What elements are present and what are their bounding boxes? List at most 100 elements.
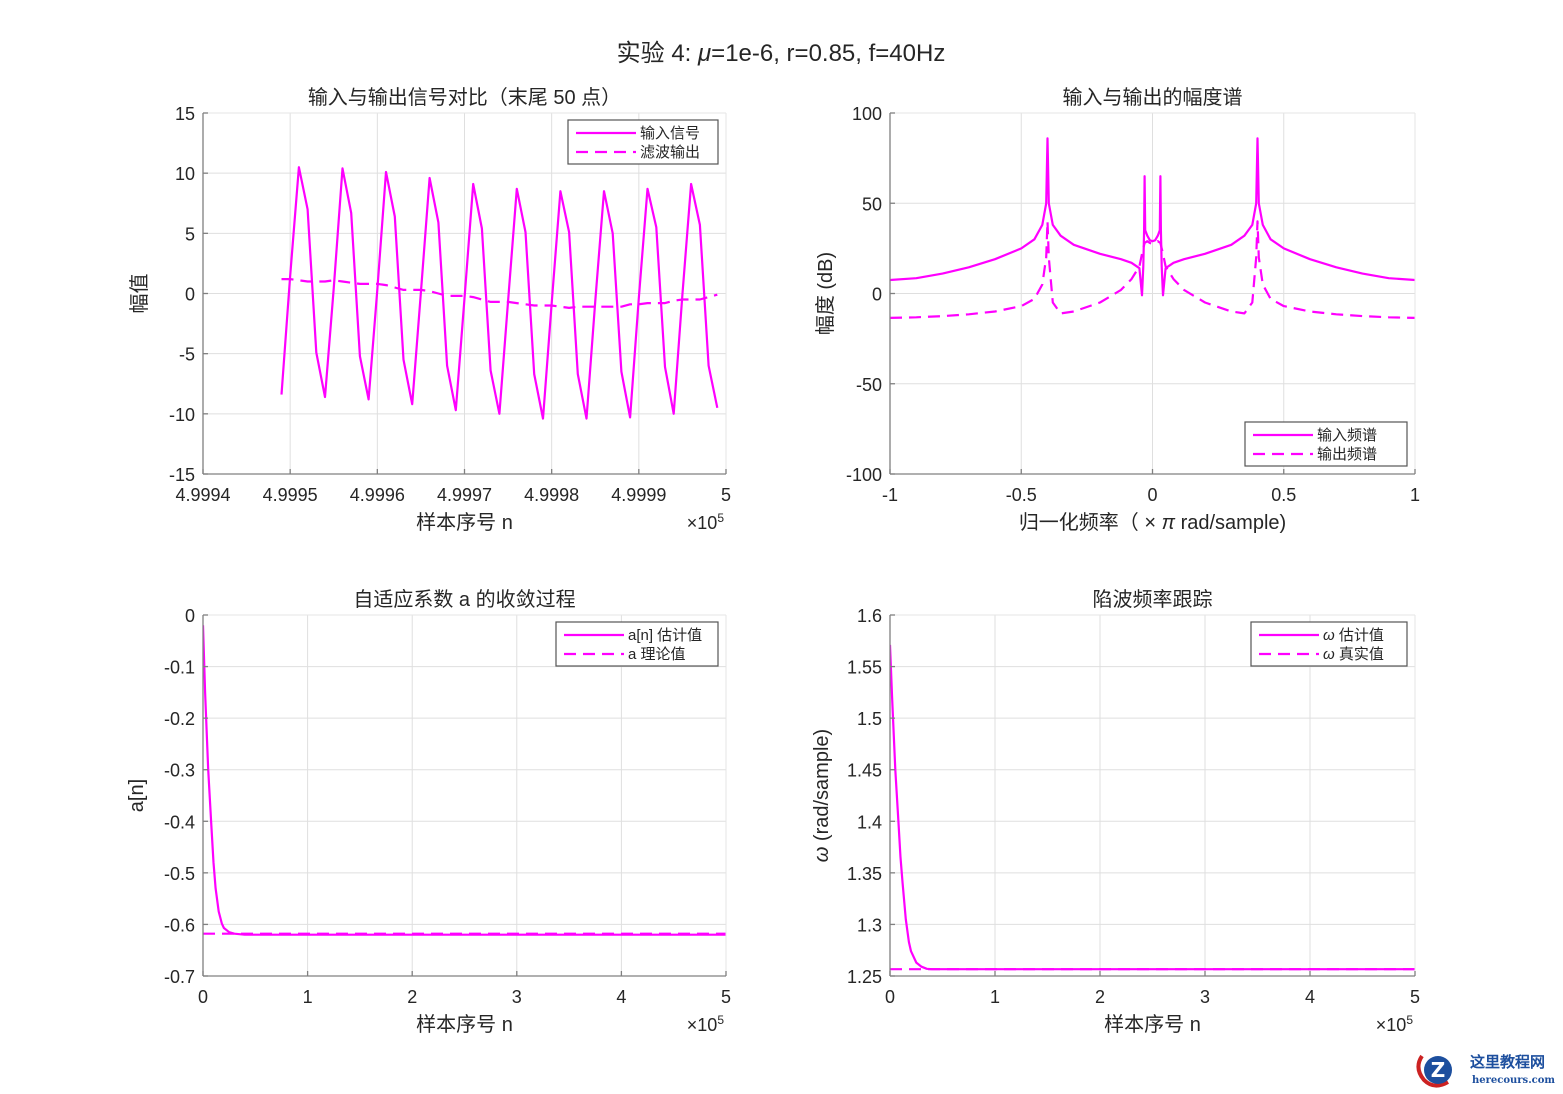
- watermark-en: herecours.com: [1472, 1075, 1555, 1086]
- plot-coef-convergence: 0 1 2 3 4 5 0 -0.1 -0.2 -0.3 -0.4 -0.5 -0.6 -0.7 自适应系数…: [126, 588, 731, 1036]
- svg-text:Z: Z: [1431, 1058, 1446, 1082]
- x-tick-label: 4: [1305, 987, 1315, 1007]
- series-group: [890, 644, 1415, 971]
- y-tick-label: -5: [179, 345, 195, 365]
- x-axis-label: 归一化频率（ × π rad/sample): [1019, 511, 1286, 534]
- x-tick-label: 4.9999: [611, 485, 666, 505]
- plot-title: 输入与输出信号对比（末尾 50 点）: [308, 86, 621, 109]
- x-axis-label: 样本序号 n: [416, 1013, 513, 1036]
- y-tick-label: -0.2: [164, 709, 195, 729]
- x-tick-label: 4.9998: [524, 485, 579, 505]
- x-tick-label: 4: [616, 987, 626, 1007]
- y-tick-label: -50: [856, 375, 882, 395]
- x-tick-label: 2: [1095, 987, 1105, 1007]
- y-tick-label: -0.4: [164, 812, 195, 832]
- plot-title: 自适应系数 a 的收敛过程: [353, 588, 575, 611]
- y-tick-label: -0.7: [164, 967, 195, 987]
- logo-icon: Z: [1416, 1054, 1452, 1088]
- legend-entry: ω 估计值: [1323, 627, 1384, 644]
- legend-entry: 输入信号: [640, 125, 700, 142]
- series-group: [890, 137, 1415, 319]
- y-tick-label: -0.5: [164, 864, 195, 884]
- y-tick-label: 0: [185, 285, 195, 305]
- x-tick-label: 0.5: [1271, 485, 1296, 505]
- watermark-logo: Z 这里教程网 herecours.com: [1416, 1053, 1555, 1088]
- x-tick-label: 0: [1147, 485, 1157, 505]
- x-tick-label: -0.5: [1006, 485, 1037, 505]
- y-tick-label: 10: [175, 164, 195, 184]
- x-tick-label: -1: [882, 485, 898, 505]
- x-exponent-label: ×105: [1376, 1013, 1414, 1035]
- y-tick-label: 1.35: [847, 864, 882, 884]
- y-axis-label: 幅值: [128, 274, 151, 314]
- y-axis-label: ω (rad/sample): [811, 729, 833, 862]
- y-tick-label: 15: [175, 104, 195, 124]
- x-tick-label: 4.9996: [350, 485, 405, 505]
- series-line-dashed: [281, 278, 718, 309]
- x-axis-label: 样本序号 n: [1104, 1013, 1201, 1036]
- x-tick-label: 1: [990, 987, 1000, 1007]
- y-tick-label: 100: [852, 104, 882, 124]
- plot-spectrum: -1 -0.5 0 0.5 1 100 50 0 -50 -100 输入与输出的幅度谱归一化频率（ …: [814, 86, 1420, 534]
- x-tick-label: 0: [885, 987, 895, 1007]
- x-tick-label: 3: [1200, 987, 1210, 1007]
- x-tick-label: 4.9995: [263, 485, 318, 505]
- x-tick-label: 4.9994: [175, 485, 230, 505]
- legend-entry: a[n] 估计值: [628, 627, 702, 644]
- x-exponent-label: ×105: [687, 1013, 725, 1035]
- y-tick-label: 1.55: [847, 658, 882, 678]
- y-tick-label: -0.3: [164, 761, 195, 781]
- watermark-cn: 这里教程网: [1470, 1053, 1545, 1071]
- x-tick-label: 2: [407, 987, 417, 1007]
- x-tick-label: 4.9997: [437, 485, 492, 505]
- y-tick-label: 5: [185, 224, 195, 244]
- legend-entry: 输入频谱: [1317, 427, 1377, 444]
- y-tick-label: 1.4: [857, 812, 882, 832]
- y-tick-label: 1.3: [857, 915, 882, 935]
- y-tick-label: 0: [185, 606, 195, 626]
- legend-entry: ω 真实值: [1323, 645, 1384, 663]
- y-axis-label: 幅度 (dB): [814, 252, 837, 335]
- series-group: [280, 166, 719, 420]
- legend-entry: a 理论值: [628, 646, 686, 663]
- x-exponent-label: ×105: [687, 511, 725, 533]
- plot-area: [203, 615, 726, 976]
- x-axis-label: 样本序号 n: [416, 511, 513, 534]
- plot-area: [890, 615, 1415, 976]
- y-tick-label: -15: [169, 465, 195, 485]
- legend-entry: 输出频谱: [1317, 446, 1377, 463]
- y-tick-label: 0: [872, 285, 882, 305]
- y-tick-label: 1.6: [857, 606, 882, 626]
- y-tick-label: 1.45: [847, 761, 882, 781]
- y-tick-label: 1.25: [847, 967, 882, 987]
- x-tick-label: 1: [1410, 485, 1420, 505]
- legend-entry: 滤波输出: [640, 144, 700, 161]
- x-tick-label: 5: [721, 987, 731, 1007]
- y-tick-label: -0.1: [164, 658, 195, 678]
- plot-title: 输入与输出的幅度谱: [1063, 86, 1243, 109]
- x-tick-label: 1: [303, 987, 313, 1007]
- series-line-solid: [890, 644, 1415, 971]
- y-tick-label: -10: [169, 405, 195, 425]
- figure-title: 实验 4: μ=1e-6, r=0.85, f=40Hz: [617, 40, 946, 67]
- series-line-solid: [203, 625, 726, 936]
- y-tick-label: 1.5: [857, 709, 882, 729]
- x-tick-label: 5: [1410, 987, 1420, 1007]
- y-tick-label: -0.6: [164, 915, 195, 935]
- plot-title: 陷波频率跟踪: [1093, 588, 1213, 611]
- plot-io-compare: 4.9994 4.9995 4.9996 4.9997 4.9998 4.9999 5 15 1…: [128, 86, 731, 534]
- x-tick-label: 3: [512, 987, 522, 1007]
- y-tick-label: -100: [846, 465, 882, 485]
- y-axis-label: a[n]: [126, 779, 148, 812]
- series-line-solid: [890, 137, 1415, 297]
- y-tick-label: 50: [862, 194, 882, 214]
- plot-freq-tracking: 0 1 2 3 4 5 1.6 1.55 1.5 1.45 1.4 1.35 1.3 1.25 陷波频率跟踪…: [811, 588, 1420, 1036]
- x-tick-label: 5: [721, 485, 731, 505]
- x-tick-label: 0: [198, 987, 208, 1007]
- series-group: [203, 625, 726, 936]
- series-line-solid: [280, 166, 719, 420]
